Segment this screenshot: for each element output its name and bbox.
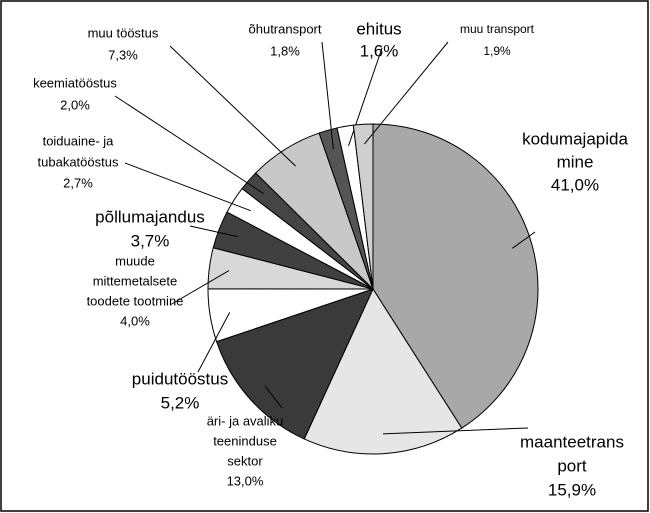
slice-label: sektor xyxy=(227,453,263,468)
slice-label: äri- ja avaliku xyxy=(207,413,284,428)
value-label: 3,7% xyxy=(131,231,170,250)
value-label: 1,6% xyxy=(360,41,399,60)
value-label: 5,2% xyxy=(161,393,200,412)
slice-label: mine xyxy=(557,152,594,171)
value-label: 1,8% xyxy=(270,43,300,58)
slice-label: tubakatööstus xyxy=(38,154,119,169)
value-label: 15,9% xyxy=(548,480,596,499)
leader-line xyxy=(169,270,230,306)
leader-line xyxy=(197,312,231,373)
pie-slice xyxy=(352,123,374,290)
leader-line xyxy=(321,41,334,150)
slice-label: muu tööstus xyxy=(88,25,159,40)
value-label: 41,0% xyxy=(551,175,599,194)
leader-line xyxy=(363,41,449,145)
slice-label: port xyxy=(557,456,587,475)
leader-line xyxy=(114,95,264,194)
slice-label: põllumajandus xyxy=(95,207,205,226)
slice-label: toodete tootmine xyxy=(87,293,184,308)
leader-line xyxy=(189,225,238,238)
value-label: 1,9% xyxy=(483,44,511,58)
leader-line xyxy=(124,162,251,212)
slice-label: ehitus xyxy=(356,19,401,38)
slice-label: puidutööstus xyxy=(132,369,228,388)
pie-slice xyxy=(303,287,463,455)
value-label: 7,3% xyxy=(108,47,138,62)
leader-line xyxy=(382,427,529,435)
slice-label: toiduaine- ja xyxy=(43,133,115,148)
value-label: 2,7% xyxy=(63,175,93,190)
slice-label: keemiatööstus xyxy=(33,75,117,90)
leader-line xyxy=(264,385,283,409)
leader-line xyxy=(512,231,536,249)
leader-line xyxy=(169,45,296,167)
pie-slice xyxy=(372,123,539,429)
value-label: 13,0% xyxy=(227,473,264,488)
slice-label: teeninduse xyxy=(213,433,277,448)
slice-label: kodumajapida xyxy=(522,129,628,148)
slice-label: maanteetrans xyxy=(520,432,624,451)
slice-label: mittemetalsete xyxy=(93,273,178,288)
pie-slice xyxy=(215,288,374,440)
value-label: 2,0% xyxy=(60,97,90,112)
slice-label: muude xyxy=(115,253,155,268)
value-label: 4,0% xyxy=(120,313,150,328)
slice-label: muu transport xyxy=(460,22,535,36)
slice-label: õhutransport xyxy=(249,21,322,36)
